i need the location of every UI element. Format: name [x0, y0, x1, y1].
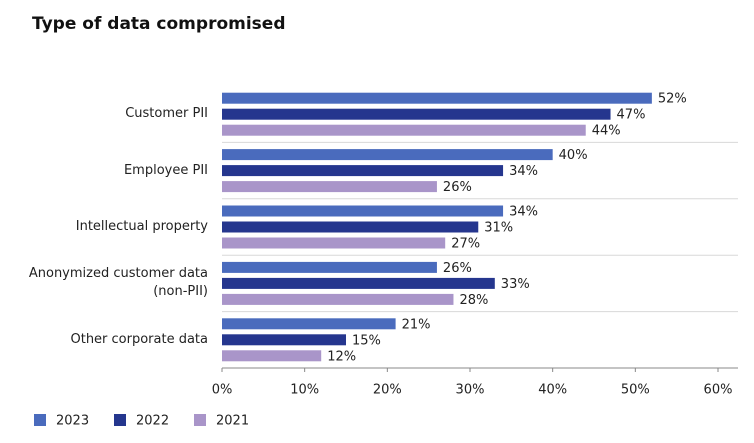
category-label: Customer PII — [125, 106, 208, 122]
bar — [222, 108, 611, 120]
bar — [222, 318, 396, 330]
bar — [222, 124, 586, 136]
bar — [222, 92, 652, 104]
legend-swatch — [194, 414, 206, 426]
category-label: Employee PII — [123, 162, 208, 178]
category-label: Other corporate data — [70, 331, 208, 347]
value-label: 26% — [443, 261, 472, 276]
x-tick-label: 40% — [538, 383, 567, 398]
legend-label: 2021 — [216, 414, 249, 429]
value-label: 34% — [509, 164, 538, 179]
category-label: Intellectual property — [75, 219, 208, 234]
x-tick-label: 50% — [621, 383, 650, 398]
x-tick-label: 0% — [212, 383, 233, 398]
value-label: 31% — [484, 221, 513, 236]
legend-swatch — [34, 414, 46, 426]
legend-swatch — [114, 414, 126, 426]
bar — [222, 350, 322, 362]
chart-title: Type of data compromised — [32, 14, 286, 34]
value-label: 27% — [451, 237, 480, 252]
x-tick-label: 60% — [704, 383, 733, 398]
value-label: 21% — [402, 317, 431, 332]
x-tick-label: 20% — [373, 383, 402, 398]
x-tick-label: 10% — [290, 383, 319, 398]
bar — [222, 334, 346, 346]
bar — [222, 205, 504, 217]
x-tick-label: 30% — [456, 383, 485, 398]
bar — [222, 221, 479, 233]
bar — [222, 181, 437, 193]
value-label: 26% — [443, 180, 472, 195]
bar — [222, 237, 446, 249]
value-label: 34% — [509, 205, 538, 220]
value-label: 47% — [617, 108, 646, 123]
value-label: 33% — [501, 277, 530, 292]
value-label: 40% — [559, 148, 588, 163]
bar — [222, 293, 454, 305]
value-label: 28% — [459, 293, 488, 308]
bar — [222, 149, 553, 161]
legend-label: 2023 — [56, 414, 89, 429]
value-label: 15% — [352, 333, 381, 348]
bar — [222, 261, 437, 273]
bar — [222, 277, 495, 289]
value-label: 52% — [658, 92, 687, 107]
value-label: 12% — [327, 349, 356, 364]
category-label: Anonymized customer data (non-PII) — [28, 266, 208, 300]
legend-label: 2022 — [136, 414, 169, 429]
value-label: 44% — [592, 124, 621, 139]
bar — [222, 165, 504, 177]
